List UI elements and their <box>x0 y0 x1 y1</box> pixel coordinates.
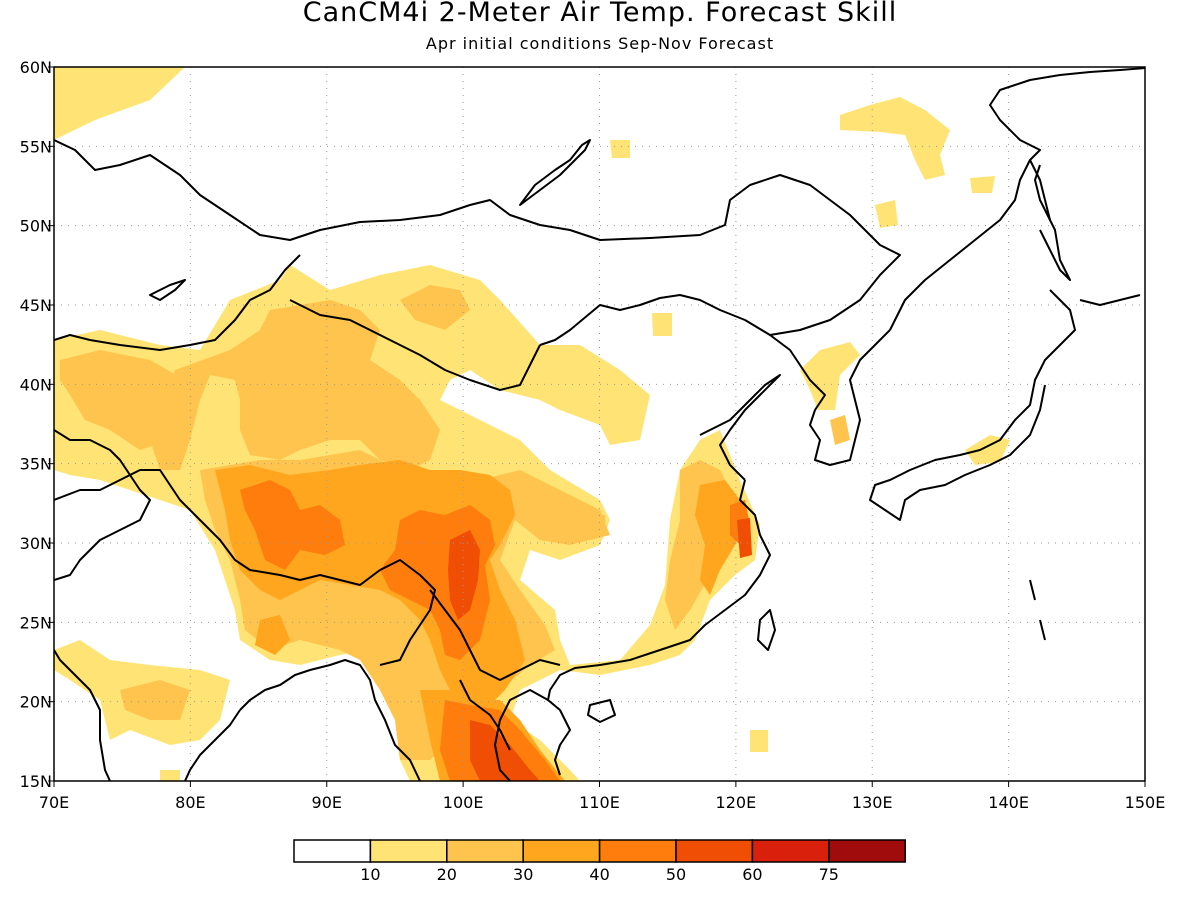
colorbar-swatch <box>598 839 677 863</box>
colorbar-label: 30 <box>513 865 533 884</box>
x-tick-label: 150E <box>1125 793 1166 812</box>
y-tick-label: 20N <box>20 693 52 712</box>
colorbar-swatch <box>522 839 601 863</box>
x-tick-label: 120E <box>716 793 757 812</box>
colorbar-label: 20 <box>437 865 457 884</box>
colorbar-swatch <box>828 839 906 863</box>
colorbar-swatch <box>293 839 372 863</box>
y-tick-label: 35N <box>20 455 52 474</box>
x-tick-label: 130E <box>852 793 893 812</box>
y-tick-label: 30N <box>20 534 52 553</box>
skill-shading <box>54 67 1010 781</box>
y-axis: 15N 20N 25N 30N 35N 40N 45N 50N 55N 60N <box>20 58 54 791</box>
skill-level-50-60 <box>448 518 752 781</box>
colorbar-label: 75 <box>819 865 839 884</box>
colorbar: 10 20 30 40 50 60 75 <box>293 839 906 884</box>
x-tick-label: 110E <box>579 793 620 812</box>
colorbar-swatch <box>675 839 754 863</box>
colorbar-label: 40 <box>589 865 609 884</box>
colorbar-label: 10 <box>360 865 380 884</box>
coastlines <box>54 67 1145 781</box>
map-gridlines <box>54 67 1145 781</box>
y-tick-label: 25N <box>20 613 52 632</box>
colorbar-swatch <box>369 839 448 863</box>
x-tick-label: 80E <box>175 793 205 812</box>
x-tick-label: 70E <box>39 793 69 812</box>
colorbar-label: 50 <box>666 865 686 884</box>
map-subtitle: Apr initial conditions Sep-Nov Forecast <box>425 34 775 53</box>
colorbar-label: 60 <box>742 865 762 884</box>
colorbar-swatch <box>751 839 830 863</box>
y-tick-label: 55N <box>20 137 52 156</box>
y-tick-label: 40N <box>20 375 52 394</box>
x-axis: 70E 80E 90E 100E 110E 120E 130E 140E 150E <box>39 781 1166 812</box>
x-tick-label: 90E <box>312 793 342 812</box>
y-tick-label: 45N <box>20 296 52 315</box>
colorbar-swatch <box>446 839 524 863</box>
y-tick-label: 15N <box>20 772 52 791</box>
map-title: CanCM4i 2-Meter Air Temp. Forecast Skill <box>302 0 898 28</box>
skill-level-10-20 <box>54 67 1010 781</box>
y-tick-label: 50N <box>20 217 52 236</box>
y-tick-label: 60N <box>20 58 52 77</box>
x-tick-label: 140E <box>988 793 1029 812</box>
x-tick-label: 100E <box>443 793 484 812</box>
